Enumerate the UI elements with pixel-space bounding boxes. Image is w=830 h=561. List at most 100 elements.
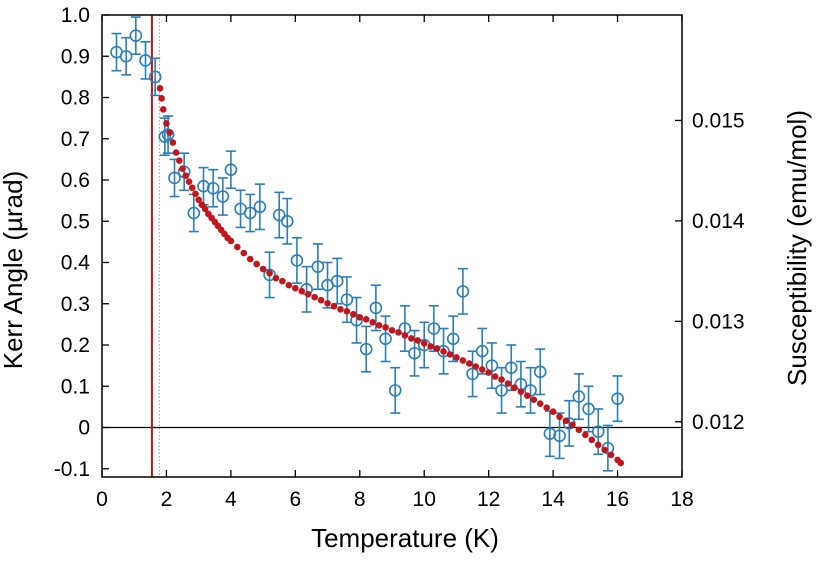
susceptibility-point (453, 354, 460, 361)
kerr-marker (206, 181, 220, 195)
susceptibility-point (158, 95, 165, 102)
kerr-point (243, 193, 257, 233)
kerr-point (398, 305, 412, 352)
susceptibility-point (240, 249, 248, 257)
susceptibility-point (617, 459, 625, 467)
kerr-marker (369, 301, 383, 315)
susceptibility-point (259, 265, 267, 273)
kerr-marker (290, 254, 304, 267)
susceptibility-point (246, 255, 254, 263)
kerr-marker (148, 70, 162, 84)
kerr-point (280, 197, 294, 245)
kerr-marker (187, 206, 201, 220)
susceptibility-point (401, 332, 409, 339)
susceptibility-point (201, 205, 209, 213)
susceptibility-point (556, 413, 563, 421)
kerr-marker (330, 274, 344, 288)
kerr-point (110, 32, 123, 72)
susceptibility-point (588, 436, 596, 444)
susceptibility-point (466, 360, 473, 367)
x-tick-label: 10 (413, 488, 436, 511)
kerr-marker (572, 390, 586, 403)
susceptibility-point (459, 357, 467, 364)
susceptibility-point (166, 129, 173, 136)
x-tick-label: 12 (477, 488, 500, 511)
kerr-marker (216, 190, 230, 203)
reference-lines (102, 15, 682, 477)
susceptibility-point (536, 400, 544, 407)
kerr-point (388, 366, 402, 414)
x-tick-label: 8 (354, 488, 366, 511)
susceptibility-point (156, 85, 164, 92)
susceptibility-point (582, 431, 589, 439)
y-tick-label: 0.5 (61, 210, 90, 233)
x-tick-label: 2 (161, 488, 173, 511)
kerr-point (359, 325, 373, 373)
x-tick-label: 6 (289, 488, 301, 511)
kerr-marker (446, 332, 460, 346)
kerr-marker (533, 365, 547, 379)
x-tick-label: 16 (606, 488, 629, 511)
kerr-marker (408, 346, 421, 360)
susceptibility-point (517, 388, 525, 395)
y-tick-label: -0.1 (54, 458, 90, 481)
susceptibility-point (491, 373, 499, 380)
susceptibility-point (530, 396, 538, 403)
kerr-point (129, 16, 143, 55)
kerr-point (119, 36, 133, 76)
kerr-marker (119, 49, 133, 63)
y-tick-label: 0.3 (61, 293, 90, 316)
kerr-marker (543, 427, 557, 440)
x-tick-label: 14 (541, 488, 565, 511)
susceptibility-point (266, 269, 273, 277)
kerr-marker (263, 268, 276, 282)
susceptibility-point (169, 139, 177, 146)
y-tick-label: 0 (78, 417, 90, 440)
kerr-point (553, 412, 566, 460)
kerr-marker (611, 392, 624, 405)
y-tick-label: 0.2 (61, 334, 90, 357)
susceptibility-point (601, 446, 608, 454)
susceptibility-point (382, 324, 389, 331)
susceptibility-point (179, 165, 186, 172)
y2-axis-title: Susceptibility (emu/mol) (782, 110, 812, 386)
kerr-point (466, 350, 479, 398)
kerr-point (177, 152, 191, 192)
kerr-marker (129, 29, 143, 42)
y-axis-title: Kerr Angle (µrad) (0, 171, 28, 370)
kerr-point (514, 360, 528, 408)
susceptibility-point (543, 404, 550, 412)
kerr-marker (197, 179, 210, 193)
susceptibility-point (362, 316, 370, 323)
susceptibility-point (427, 343, 434, 350)
susceptibility-point (279, 277, 286, 285)
kerr-marker (243, 206, 257, 220)
kerr-point (524, 366, 537, 414)
y-tick-label: 1.0 (61, 4, 90, 27)
susceptibility-point (607, 451, 615, 459)
susceptibility-point (440, 348, 447, 355)
susceptibility-point (182, 172, 190, 179)
kerr-marker (388, 384, 402, 397)
susceptibility-point (575, 426, 583, 434)
susceptibility-point (369, 319, 376, 326)
susceptibility-point (472, 363, 480, 370)
susceptibility-point (395, 329, 402, 336)
susceptibility-point (485, 369, 492, 376)
susceptibility-point (524, 392, 531, 399)
kerr-point (197, 166, 210, 206)
susceptibility-point (324, 299, 331, 307)
susceptibility-point (272, 274, 280, 282)
y2-tick-label: 0.015 (692, 109, 745, 132)
susceptibility-point (594, 441, 602, 449)
kerr-angle-series (110, 16, 624, 472)
susceptibility-point (420, 340, 428, 347)
susceptibility-point (408, 335, 415, 342)
y-tick-label: 0.6 (61, 169, 90, 192)
kerr-marker (168, 171, 181, 185)
data-series (110, 16, 625, 472)
x-tick-label: 4 (225, 488, 237, 511)
susceptibility-point (350, 310, 357, 318)
kerr-marker (311, 260, 325, 273)
